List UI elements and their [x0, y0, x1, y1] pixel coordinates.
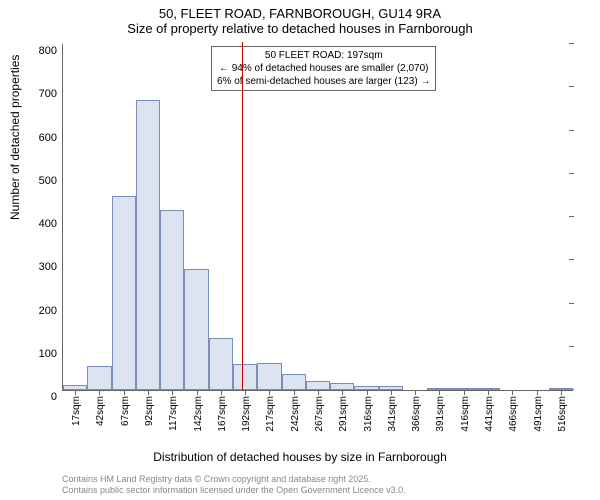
histogram-bar: [282, 374, 306, 390]
x-tick-label: 167sqm: [217, 396, 228, 432]
histogram-bar: [233, 364, 257, 390]
x-tick-mark: [439, 390, 440, 395]
y-tick-mark: [569, 216, 574, 217]
x-tick-mark: [269, 390, 270, 395]
x-tick-label: 92sqm: [144, 396, 155, 426]
chart-container: 50, FLEET ROAD, FARNBOROUGH, GU14 9RA Si…: [0, 0, 600, 500]
x-tick-mark: [537, 390, 538, 395]
x-tick-mark: [124, 390, 125, 395]
x-tick-label: 242sqm: [290, 396, 301, 432]
x-tick-label: 217sqm: [265, 396, 276, 432]
y-tick-label: 100: [39, 348, 63, 360]
plot-area: 50 FLEET ROAD: 197sqm ← 94% of detached …: [62, 44, 573, 391]
chart-title-main: 50, FLEET ROAD, FARNBOROUGH, GU14 9RA: [0, 0, 600, 21]
x-tick-label: 267sqm: [314, 396, 325, 432]
footer-line-1: Contains HM Land Registry data © Crown c…: [62, 474, 406, 485]
footer-attribution: Contains HM Land Registry data © Crown c…: [62, 474, 406, 496]
y-tick-label: 200: [39, 305, 63, 317]
histogram-bar: [112, 196, 136, 390]
x-tick-mark: [148, 390, 149, 395]
y-axis-label: Number of detached properties: [8, 55, 22, 220]
x-axis-label: Distribution of detached houses by size …: [0, 450, 600, 464]
histogram-bar: [257, 363, 281, 390]
y-tick-label: 600: [39, 132, 63, 144]
x-tick-label: 67sqm: [120, 396, 131, 426]
x-tick-label: 491sqm: [533, 396, 544, 432]
histogram-bar: [87, 366, 111, 390]
annotation-line-2: ← 94% of detached houses are smaller (2,…: [217, 62, 430, 75]
y-tick-mark: [569, 43, 574, 44]
y-tick-label: 300: [39, 261, 63, 273]
x-tick-label: 17sqm: [71, 396, 82, 426]
histogram-bar: [136, 100, 160, 390]
x-tick-label: 416sqm: [460, 396, 471, 432]
x-tick-label: 117sqm: [168, 396, 179, 431]
histogram-bar: [184, 269, 208, 390]
x-tick-mark: [318, 390, 319, 395]
x-tick-mark: [464, 390, 465, 395]
x-tick-label: 466sqm: [508, 396, 519, 432]
x-tick-mark: [245, 390, 246, 395]
x-tick-mark: [367, 390, 368, 395]
x-tick-label: 42sqm: [95, 396, 106, 426]
x-tick-mark: [197, 390, 198, 395]
x-tick-label: 316sqm: [363, 396, 374, 432]
histogram-bar: [306, 381, 330, 391]
x-tick-mark: [342, 390, 343, 395]
x-tick-mark: [391, 390, 392, 395]
x-tick-mark: [415, 390, 416, 395]
annotation-line-1: 50 FLEET ROAD: 197sqm: [217, 49, 430, 62]
annotation-box: 50 FLEET ROAD: 197sqm ← 94% of detached …: [211, 46, 436, 91]
x-tick-mark: [172, 390, 173, 395]
y-tick-label: 500: [39, 175, 63, 187]
y-tick-mark: [569, 259, 574, 260]
footer-line-2: Contains public sector information licen…: [62, 485, 406, 496]
y-tick-label: 0: [51, 391, 63, 403]
x-tick-label: 391sqm: [435, 396, 446, 432]
annotation-line-3: 6% of semi-detached houses are larger (1…: [217, 75, 430, 88]
y-tick-mark: [569, 303, 574, 304]
x-tick-label: 441sqm: [484, 396, 495, 432]
x-tick-label: 142sqm: [193, 396, 204, 432]
y-tick-mark: [569, 346, 574, 347]
y-tick-label: 800: [39, 45, 63, 57]
x-tick-label: 366sqm: [411, 396, 422, 432]
x-tick-label: 516sqm: [557, 396, 568, 432]
x-tick-mark: [294, 390, 295, 395]
reference-line: [242, 42, 244, 390]
x-tick-mark: [561, 390, 562, 395]
x-tick-mark: [99, 390, 100, 395]
x-tick-mark: [488, 390, 489, 395]
chart-title-sub: Size of property relative to detached ho…: [0, 21, 600, 40]
x-tick-label: 341sqm: [387, 396, 398, 432]
x-tick-label: 192sqm: [241, 396, 252, 432]
histogram-bar: [160, 210, 184, 390]
y-tick-mark: [569, 173, 574, 174]
histogram-bar: [209, 338, 233, 390]
x-tick-mark: [512, 390, 513, 395]
y-tick-label: 400: [39, 218, 63, 230]
x-tick-mark: [221, 390, 222, 395]
x-tick-mark: [75, 390, 76, 395]
histogram-bar: [330, 383, 354, 390]
y-tick-label: 700: [39, 88, 63, 100]
x-tick-label: 291sqm: [338, 396, 349, 432]
y-tick-mark: [569, 86, 574, 87]
y-tick-mark: [569, 130, 574, 131]
